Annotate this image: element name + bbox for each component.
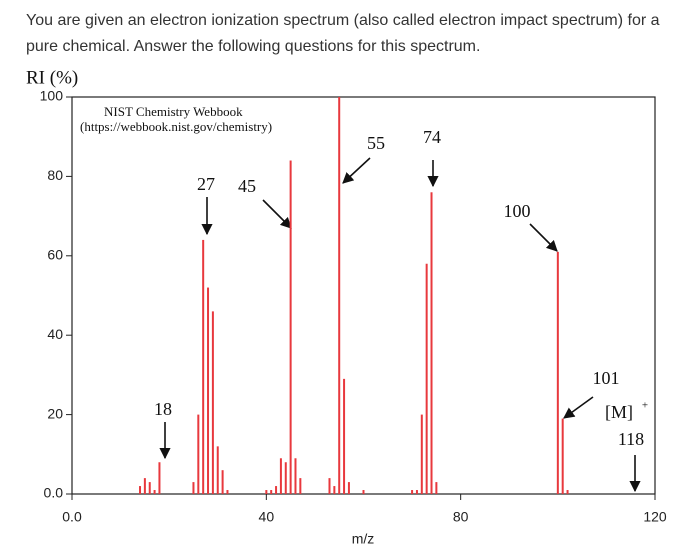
peak bbox=[347, 482, 350, 494]
peak bbox=[415, 490, 418, 494]
peak bbox=[226, 490, 229, 494]
peak bbox=[338, 97, 341, 494]
peak bbox=[158, 462, 161, 494]
peak bbox=[411, 490, 414, 494]
annotation: [M] bbox=[605, 402, 633, 422]
peak bbox=[216, 446, 219, 494]
peak bbox=[561, 418, 564, 494]
peak bbox=[284, 462, 287, 494]
peak bbox=[211, 311, 214, 494]
peak bbox=[265, 490, 268, 494]
peak bbox=[435, 482, 438, 494]
x-axis-label: m/z bbox=[352, 531, 375, 547]
peak bbox=[333, 486, 336, 494]
peak bbox=[275, 486, 278, 494]
peak bbox=[420, 414, 423, 494]
annotation: 27 bbox=[197, 174, 215, 194]
peak bbox=[279, 458, 282, 494]
x-tick-label: 40 bbox=[259, 509, 275, 525]
annotation: 18 bbox=[154, 399, 172, 419]
y-tick-label: 100 bbox=[40, 88, 64, 104]
annotation: 118 bbox=[618, 429, 644, 449]
annotation: 55 bbox=[367, 133, 385, 153]
annotation: 45 bbox=[238, 176, 256, 196]
peak bbox=[202, 239, 205, 494]
peak bbox=[143, 478, 146, 494]
y-tick-label: 60 bbox=[47, 247, 63, 263]
peak bbox=[362, 490, 365, 494]
y-tick-label: 80 bbox=[47, 167, 63, 183]
peak bbox=[153, 490, 156, 494]
peak bbox=[270, 490, 273, 494]
peak bbox=[207, 287, 210, 494]
annotation: 100 bbox=[504, 201, 531, 221]
x-tick-label: 80 bbox=[453, 509, 469, 525]
question-text: You are given an electron ionization spe… bbox=[26, 12, 660, 55]
watermark: (https://webbook.nist.gov/chemistry) bbox=[80, 119, 272, 134]
peak bbox=[139, 486, 142, 494]
peak bbox=[294, 458, 297, 494]
peak bbox=[425, 263, 428, 494]
peak bbox=[566, 490, 569, 494]
arrows bbox=[159, 157, 641, 493]
peak bbox=[197, 414, 200, 494]
y-tick-label: 0.0 bbox=[44, 485, 64, 501]
peak bbox=[430, 192, 433, 494]
peak bbox=[343, 378, 346, 494]
y-tick-label: 40 bbox=[47, 326, 63, 342]
annotation: + bbox=[642, 400, 648, 412]
plot-frame bbox=[71, 96, 656, 495]
peak bbox=[289, 160, 292, 494]
peak bbox=[221, 470, 224, 494]
annotation: 101 bbox=[593, 368, 620, 388]
annotation: 74 bbox=[423, 127, 441, 147]
peak bbox=[556, 251, 559, 494]
peak bbox=[192, 482, 195, 494]
y-axis-label: RI (%) bbox=[26, 67, 78, 88]
peak bbox=[328, 478, 331, 494]
peak bbox=[148, 482, 151, 494]
peak bbox=[299, 478, 302, 494]
x-tick-label: 120 bbox=[643, 509, 667, 525]
x-tick-label: 0.0 bbox=[62, 509, 82, 525]
y-tick-label: 20 bbox=[47, 405, 63, 421]
watermark: NIST Chemistry Webbook bbox=[104, 104, 243, 119]
